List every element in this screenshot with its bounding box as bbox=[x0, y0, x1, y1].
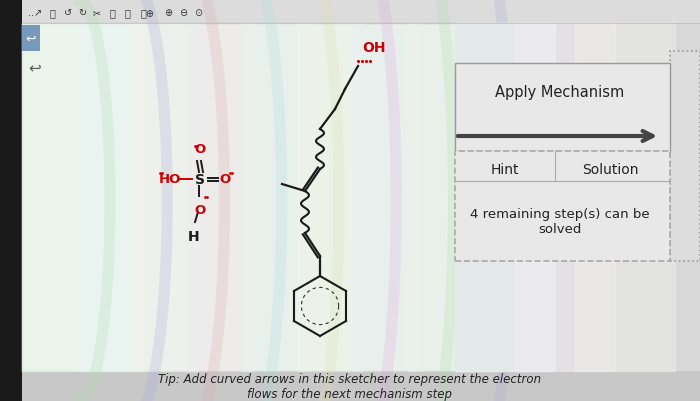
Text: ✂: ✂ bbox=[93, 8, 101, 18]
Text: OH: OH bbox=[362, 41, 386, 55]
Bar bbox=[22, 26, 40, 52]
Text: Apply Mechanism: Apply Mechanism bbox=[496, 84, 624, 99]
Text: ⬜: ⬜ bbox=[109, 8, 115, 18]
Polygon shape bbox=[455, 24, 555, 371]
Polygon shape bbox=[187, 24, 307, 371]
Text: Tip: Add curved arrows in this sketcher to represent the electron
flows for the : Tip: Add curved arrows in this sketcher … bbox=[158, 372, 542, 400]
Text: ⊙: ⊙ bbox=[194, 8, 202, 18]
Bar bbox=[670, 52, 700, 261]
Polygon shape bbox=[132, 24, 252, 371]
Bar bbox=[0, 0, 22, 401]
Text: 4 remaining step(s) can be
solved: 4 remaining step(s) can be solved bbox=[470, 207, 650, 235]
Polygon shape bbox=[77, 24, 197, 371]
Text: 🔍⊕: 🔍⊕ bbox=[141, 8, 155, 18]
Bar bbox=[22, 0, 700, 24]
Text: Hint: Hint bbox=[491, 162, 519, 176]
Text: ↻: ↻ bbox=[78, 8, 86, 18]
Text: ↺: ↺ bbox=[64, 8, 72, 18]
Polygon shape bbox=[352, 24, 472, 371]
Text: O: O bbox=[195, 203, 206, 217]
Polygon shape bbox=[297, 24, 417, 371]
Text: ⬜: ⬜ bbox=[124, 8, 130, 18]
Bar bbox=[455, 64, 670, 152]
Bar bbox=[22, 24, 455, 371]
Polygon shape bbox=[515, 24, 615, 371]
Text: ↩: ↩ bbox=[29, 60, 41, 75]
Text: ⊖: ⊖ bbox=[179, 8, 187, 18]
Text: H: H bbox=[188, 229, 199, 243]
Text: O: O bbox=[195, 143, 206, 156]
Text: O: O bbox=[219, 173, 230, 186]
Text: ↩: ↩ bbox=[26, 32, 36, 45]
Polygon shape bbox=[22, 24, 142, 371]
Text: S: S bbox=[195, 172, 205, 186]
Polygon shape bbox=[242, 24, 362, 371]
Text: ..↗: ..↗ bbox=[28, 8, 42, 18]
Bar bbox=[455, 24, 700, 371]
Text: ⬭: ⬭ bbox=[49, 8, 55, 18]
Text: Solution: Solution bbox=[582, 162, 638, 176]
Bar bbox=[455, 152, 670, 261]
Polygon shape bbox=[407, 24, 527, 371]
Text: HO: HO bbox=[159, 173, 181, 186]
Text: ⊕: ⊕ bbox=[164, 8, 172, 18]
Polygon shape bbox=[575, 24, 675, 371]
